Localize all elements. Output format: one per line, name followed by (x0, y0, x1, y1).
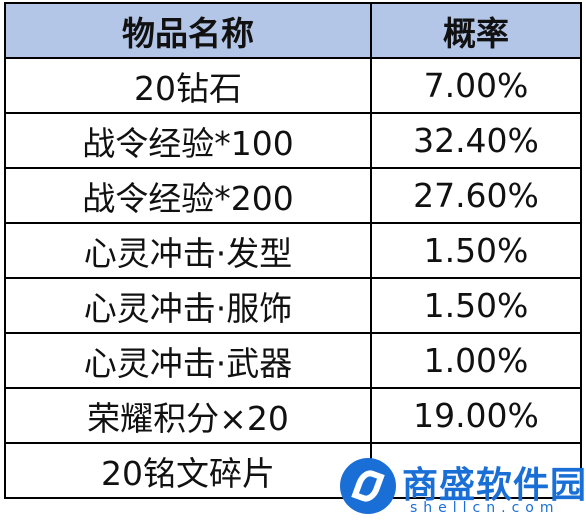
table-cell: 20铭文碎片 (4, 442, 372, 499)
table-cell: 32.40% (370, 112, 582, 169)
table-row: 心灵冲击·服饰 1.50% (4, 277, 582, 334)
table-row: 20铭文碎片 (4, 442, 582, 499)
table-cell: 战令经验*200 (4, 167, 372, 224)
watermark-url: shellcn.com (410, 500, 560, 516)
table-cell: 1.00% (370, 332, 582, 389)
watermark-name: 商盛软件园 (402, 465, 586, 506)
table-row: 荣耀积分×20 19.00% (4, 387, 582, 444)
table-cell: 心灵冲击·发型 (4, 222, 372, 279)
table-cell: 20钻石 (4, 57, 372, 114)
header-row: 物品名称 概率 (4, 2, 582, 59)
table-cell: 7.00% (370, 57, 582, 114)
table-cell: 1.50% (370, 277, 582, 334)
table-row: 心灵冲击·发型 1.50% (4, 222, 582, 279)
table-cell (370, 442, 582, 499)
header-cell: 物品名称 (4, 2, 372, 59)
watermark-logo (340, 458, 396, 514)
table-cell: 27.60% (370, 167, 582, 224)
watermark: 商盛软件园 shellcn.com (340, 452, 586, 520)
table-cell: 19.00% (370, 387, 582, 444)
table-cell: 荣耀积分×20 (4, 387, 372, 444)
table-cell: 1.50% (370, 222, 582, 279)
table-body: 20钻石 7.00% 战令经验*100 32.40% 战令经验*200 27.60% 心灵冲… (4, 57, 582, 499)
table-row: 战令经验*100 32.40% (4, 112, 582, 169)
table-cell: 心灵冲击·武器 (4, 332, 372, 389)
table-row: 20钻石 7.00% (4, 57, 582, 114)
table-row: 战令经验*200 27.60% (4, 167, 582, 224)
table-cell: 心灵冲击·服饰 (4, 277, 372, 334)
table-row: 心灵冲击·武器 1.00% (4, 332, 582, 389)
table: 物品名称 概率 20钻石 7.00% 战令经验*100 32.40% 战令经验*200 27.… (4, 2, 582, 499)
table-cell: 战令经验*100 (4, 112, 372, 169)
header-cell: 概率 (370, 2, 582, 59)
